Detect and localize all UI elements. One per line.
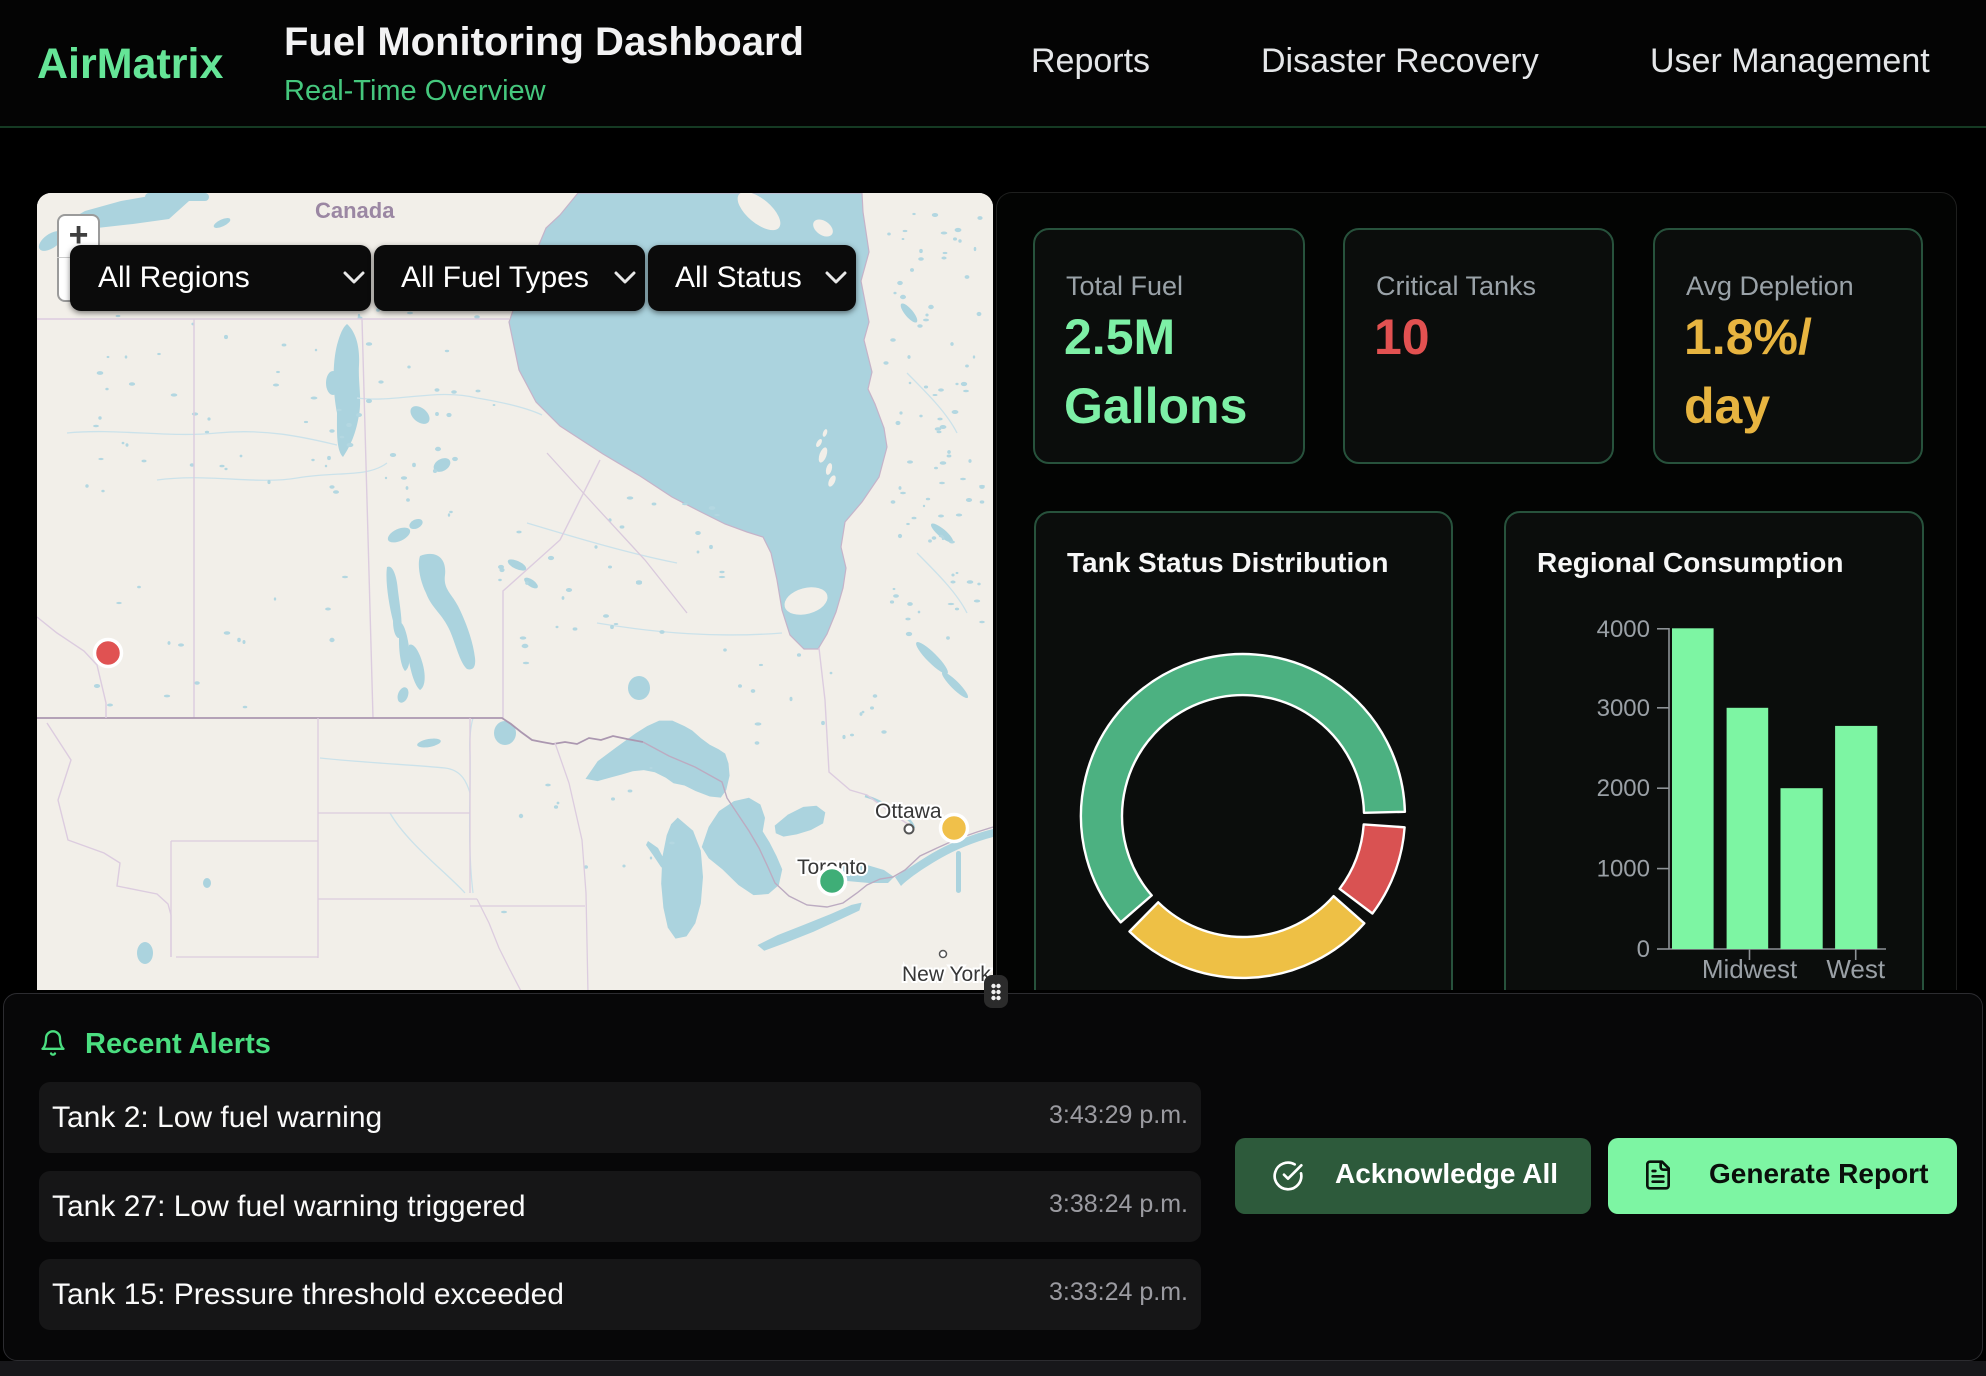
- svg-text:4000: 4000: [1597, 616, 1650, 643]
- svg-text:New York: New York: [902, 963, 991, 986]
- svg-text:Midwest: Midwest: [1702, 954, 1798, 984]
- svg-text:0: 0: [1637, 936, 1650, 963]
- svg-text:Ottawa: Ottawa: [875, 800, 942, 823]
- svg-text:3000: 3000: [1597, 695, 1650, 722]
- svg-text:West: West: [1826, 954, 1886, 984]
- svg-text:1000: 1000: [1597, 856, 1650, 883]
- svg-text:Canada: Canada: [315, 198, 395, 223]
- svg-text:2000: 2000: [1597, 775, 1650, 802]
